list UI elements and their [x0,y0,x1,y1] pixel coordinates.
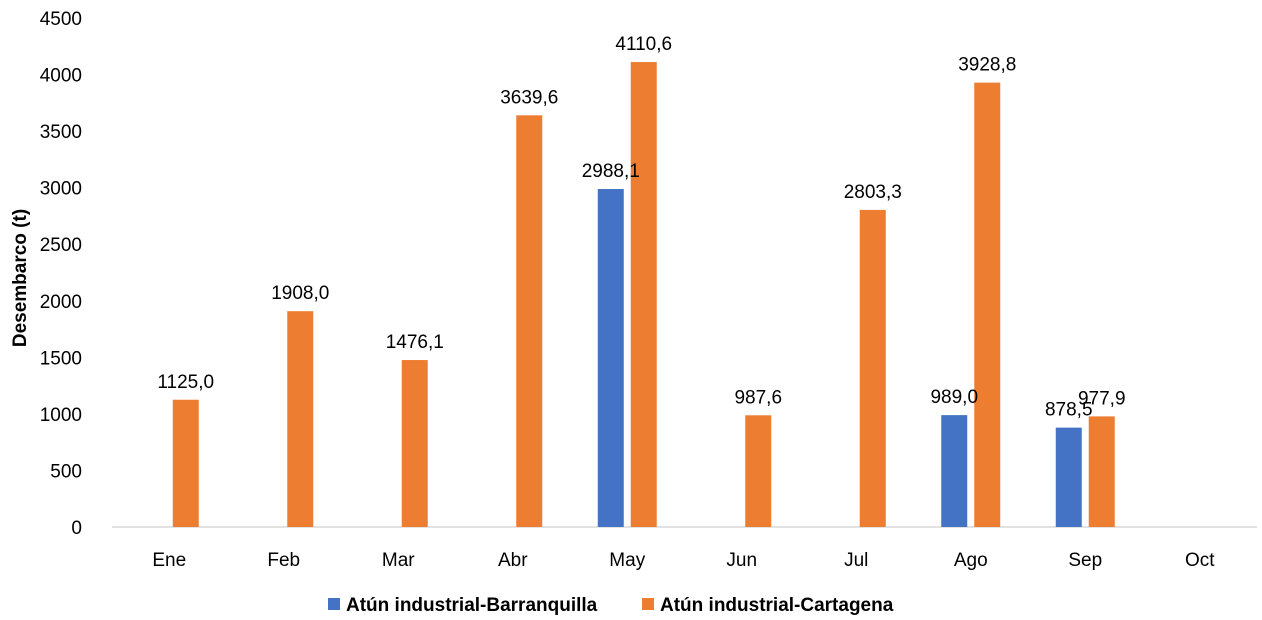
x-tick-label: Jun [726,550,757,571]
y-tick-label: 4500 [40,9,82,30]
x-tick-label: Feb [267,550,300,571]
data-label: 3639,6 [500,87,558,108]
legend-item-barranquilla[interactable]: Atún industrial-Barranquilla [328,595,598,616]
bar-barranquilla-may [597,189,624,527]
bar-barranquilla-ago [941,415,968,527]
data-label: 1125,0 [157,372,214,393]
data-label: 989,0 [930,387,978,408]
x-tick-label: Jul [844,550,868,571]
data-label: 1908,0 [271,283,329,304]
bar-cartagena-may [630,62,657,527]
y-tick-label: 1000 [40,405,82,426]
bar-cartagena-sep [1088,416,1115,527]
y-axis-title: Desembarco (t) [10,209,31,347]
bar-cartagena-mar [401,360,428,527]
y-tick-label: 3000 [40,179,82,200]
x-tick-label: Mar [382,550,415,571]
x-tick-label: Abr [498,550,528,571]
bar-cartagena-ago [974,82,1001,527]
x-tick-label: May [609,550,645,571]
x-tick-label: Oct [1185,550,1215,571]
legend-swatch [328,598,340,610]
data-label: 3928,8 [958,55,1016,76]
data-label: 878,5 [1045,400,1093,421]
bar-cartagena-jul [859,209,886,527]
y-tick-label: 4000 [40,66,82,87]
data-label: 977,9 [1078,388,1126,409]
y-tick-label: 500 [50,461,82,482]
y-tick-label: 2000 [40,292,82,313]
bar-cartagena-ene [172,399,199,527]
y-axis-ticks: 0 500 1000 1500 2000 2500 3000 3500 4000 4500 [40,9,82,539]
bars [172,62,1115,527]
data-label: 4110,6 [615,34,672,55]
y-tick-label: 2500 [40,235,82,256]
y-tick-label: 1500 [40,348,82,369]
x-tick-label: Ene [152,550,186,571]
data-label: 2988,1 [582,161,640,182]
bar-barranquilla-sep [1055,427,1082,527]
data-label: 987,6 [734,387,782,408]
x-tick-label: Ago [954,550,988,571]
bar-cartagena-jun [745,415,772,527]
legend[interactable]: Atún industrial-Barranquilla Atún industr… [328,595,894,616]
x-tick-label: Sep [1068,550,1102,571]
data-labels: 1125,0 1908,0 1476,1 3639,6 2988,1 4110,6 987,… [157,34,1125,421]
data-label: 1476,1 [386,332,444,353]
legend-label: Atún industrial-Barranquilla [346,595,598,616]
legend-item-cartagena[interactable]: Atún industrial-Cartagena [642,595,894,616]
legend-swatch [642,598,654,610]
y-tick-label: 0 [71,518,82,539]
y-tick-label: 3500 [40,122,82,143]
legend-label: Atún industrial-Cartagena [660,595,894,616]
data-label: 2803,3 [844,182,902,203]
bar-cartagena-abr [516,115,543,527]
x-axis-ticks: Ene Feb Mar Abr May Jun Jul Ago Sep Oct [152,550,1215,571]
bar-cartagena-feb [287,311,314,527]
